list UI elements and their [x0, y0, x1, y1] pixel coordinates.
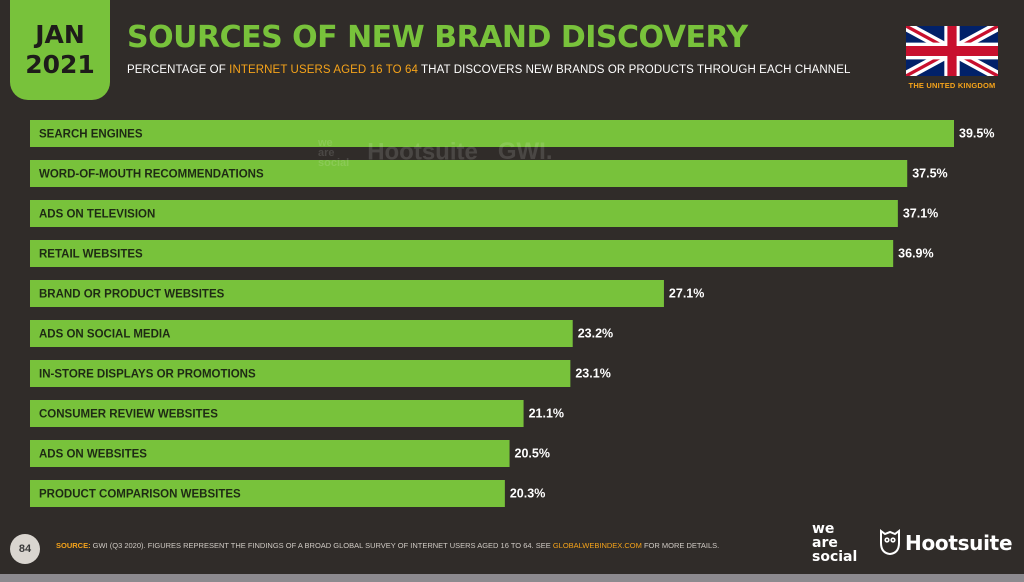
bar — [30, 160, 908, 187]
watermark-gwi: GWI. — [497, 138, 553, 166]
value-label: 39.5% — [959, 127, 994, 141]
page-title: SOURCES OF NEW BRAND DISCOVERY — [127, 20, 748, 55]
value-label: 27.1% — [669, 287, 704, 301]
watermark-we-are-social: we are social — [318, 137, 350, 169]
watermark-are: are — [318, 147, 335, 159]
category-label: ADS ON TELEVISION — [39, 209, 155, 221]
category-label: WORD-OF-MOUTH RECOMMENDATIONS — [39, 169, 264, 181]
bar — [30, 200, 898, 227]
bar — [30, 280, 664, 307]
we-are-social-logo: we are social — [812, 522, 857, 564]
value-label: 37.1% — [903, 207, 938, 221]
bar — [30, 400, 524, 427]
value-label: 21.1% — [529, 407, 564, 421]
bottom-strip — [0, 574, 1024, 582]
subtitle-highlight: INTERNET USERS AGED 16 TO 64 — [229, 64, 418, 76]
value-label: 20.5% — [515, 447, 550, 461]
page-subtitle: PERCENTAGE OF INTERNET USERS AGED 16 TO … — [127, 64, 850, 76]
category-label: ADS ON WEBSITES — [39, 449, 147, 461]
category-label: SEARCH ENGINES — [39, 129, 143, 141]
category-label: ADS ON SOCIAL MEDIA — [39, 329, 170, 341]
logo-are: are — [812, 535, 838, 551]
value-label: 20.3% — [510, 487, 545, 501]
bar — [30, 240, 894, 267]
subtitle-pre: PERCENTAGE OF — [127, 64, 230, 76]
page-number: 84 — [10, 534, 40, 564]
category-label: RETAIL WEBSITES — [39, 249, 143, 261]
uk-flag-icon — [906, 26, 998, 76]
bar — [30, 320, 573, 347]
source-label: SOURCE: — [56, 541, 91, 550]
category-label: BRAND OR PRODUCT WEBSITES — [39, 289, 225, 301]
bar — [30, 120, 954, 147]
country-label: THE UNITED KINGDOM — [908, 81, 996, 90]
bar — [30, 480, 505, 507]
date-month: JAN — [35, 20, 85, 49]
source-text: GWI (Q3 2020). FIGURES REPRESENT THE FIN… — [90, 541, 553, 550]
date-year: 2021 — [25, 50, 95, 79]
hootsuite-owl-icon — [880, 529, 900, 555]
subtitle-post: THAT DISCOVERS NEW BRANDS OR PRODUCTS TH… — [417, 64, 851, 76]
logo-social: social — [812, 549, 858, 565]
hootsuite-logo: Hootsuite — [905, 531, 1013, 555]
category-label: IN-STORE DISPLAYS OR PROMOTIONS — [39, 369, 256, 381]
bar — [30, 440, 510, 467]
watermark-hootsuite: Hootsuite — [367, 138, 478, 166]
bar — [30, 360, 571, 387]
watermark-social: social — [318, 157, 350, 169]
value-label: 23.2% — [578, 327, 613, 341]
source-link[interactable]: GLOBALWEBINDEX.COM — [552, 541, 642, 550]
category-label: PRODUCT COMPARISON WEBSITES — [39, 489, 241, 501]
date-badge: JAN 2021 — [10, 0, 110, 100]
value-label: 23.1% — [575, 367, 610, 381]
source-end: FOR MORE DETAILS. — [641, 541, 720, 550]
category-label: CONSUMER REVIEW WEBSITES — [39, 409, 218, 421]
watermark: we are social Hootsuite GWI. — [318, 137, 553, 169]
value-label: 36.9% — [898, 247, 933, 261]
logo-we: we — [812, 521, 835, 537]
value-label: 37.5% — [912, 167, 947, 181]
source-note: SOURCE: GWI (Q3 2020). FIGURES REPRESENT… — [56, 541, 719, 550]
watermark-we: we — [318, 137, 333, 149]
